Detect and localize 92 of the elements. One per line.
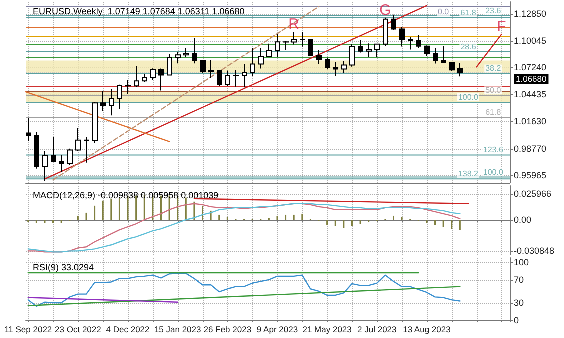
line-series — [28, 272, 461, 308]
annotation: 50.0 — [486, 86, 502, 96]
candlestick — [167, 54, 172, 76]
candlestick — [441, 46, 446, 64]
x-tick-label: 15 Jan 2023 — [154, 324, 202, 334]
candlestick — [67, 148, 73, 166]
candlestick — [366, 43, 372, 58]
candlestick — [283, 40, 289, 50]
candlestick — [457, 62, 463, 78]
candlestick — [59, 154, 64, 173]
y-tick-label: 0.98770 — [514, 144, 547, 154]
y-tick-label: 0.025966 — [514, 188, 552, 199]
candlestick — [183, 48, 189, 58]
x-tick-label: 26 Feb 2023 — [204, 324, 252, 334]
candlestick — [26, 118, 31, 142]
candlestick — [175, 52, 181, 64]
candlestick — [225, 70, 230, 86]
text: EURUSD,Weekly 1.07149 1.07684 1.06311 1.06680 — [33, 6, 245, 16]
candlestick — [233, 70, 239, 88]
annotation: 0.0 — [438, 7, 450, 16]
candlestick — [325, 57, 330, 70]
candlestick — [217, 70, 222, 86]
annotation: 123.6 — [483, 146, 504, 155]
candlestick — [416, 34, 421, 49]
candlestick — [34, 132, 39, 170]
candlestick — [316, 50, 322, 65]
annotation: 38.2 — [486, 64, 502, 74]
candlestick — [399, 26, 405, 48]
annotation: 23.6 — [486, 6, 502, 16]
candlestick — [117, 84, 122, 110]
candlestick — [308, 38, 313, 56]
candlestick — [333, 62, 338, 77]
candlestick — [125, 80, 131, 96]
candlestick — [391, 14, 396, 31]
candlestick — [192, 38, 197, 64]
y-tick-label: 0 — [514, 315, 520, 326]
candlestick — [92, 102, 98, 144]
candlestick — [383, 17, 388, 47]
candlestick — [42, 150, 48, 182]
x-tick-label: 9 Apr 2023 — [256, 324, 298, 334]
text: RSI(9) 33.0294 — [33, 262, 94, 272]
candlestick — [358, 40, 363, 54]
annotation: 100.0 — [483, 168, 504, 177]
candlestick — [109, 88, 114, 116]
x-tick-label: 11 Sep 2022 — [4, 324, 52, 334]
annotation: 61.8 — [486, 108, 502, 118]
candlestick — [266, 43, 272, 58]
y-tick-label: 1.04435 — [514, 90, 547, 100]
candlestick — [100, 90, 106, 112]
candlestick — [341, 60, 347, 74]
annotation: 28.6 — [460, 42, 477, 52]
y-tick-label: 1.01630 — [514, 116, 547, 126]
x-tick-label: 13 Aug 2023 — [403, 324, 452, 334]
y-tick-label: 1.10045 — [514, 36, 547, 46]
y-tick-label: 30 — [514, 298, 524, 308]
x-tick-label: 4 Dec 2022 — [106, 324, 150, 334]
candlestick — [433, 47, 438, 64]
y-tick-label: 0.95965 — [514, 170, 547, 181]
candlestick — [75, 128, 81, 152]
candlestick — [424, 45, 430, 57]
candlestick — [142, 74, 147, 83]
candlestick — [291, 32, 297, 46]
candlestick — [349, 44, 355, 68]
candlestick — [300, 32, 305, 48]
candlestick — [242, 64, 247, 88]
y-tick-label: 100 — [514, 258, 530, 268]
candlestick — [150, 68, 156, 82]
y-tick-label: 70 — [514, 274, 524, 285]
candlestick — [374, 44, 380, 58]
annotation: 61.8 — [460, 8, 477, 18]
candlestick — [275, 34, 280, 58]
annotation: 138.2 — [458, 170, 480, 179]
candlestick — [408, 36, 413, 50]
y-tick-label: 0.00 — [514, 214, 532, 225]
y-tick-label: 1.07240 — [514, 62, 547, 73]
y-tick-label: 1.12850 — [514, 8, 547, 19]
candlestick — [51, 136, 56, 163]
ref-line-label: 1.06680 — [516, 74, 547, 84]
candlestick — [258, 48, 264, 70]
annotation: 100.0 — [458, 93, 480, 102]
candlestick — [84, 136, 89, 164]
candlestick — [250, 47, 255, 77]
x-tick-label: 21 May 2023 — [302, 324, 352, 334]
candlestick — [134, 66, 139, 88]
x-tick-label: 23 Oct 2022 — [55, 324, 102, 334]
x-tick-label: 2 Jul 2023 — [358, 324, 398, 334]
candlestick — [208, 60, 214, 79]
candlestick — [200, 59, 206, 74]
candlestick — [449, 62, 455, 72]
y-tick-label: -0.030848 — [514, 246, 555, 256]
chart-title: MACD(12,26,9) -0.009838 0.005958 0.001039 — [33, 190, 219, 200]
candlestick — [158, 68, 164, 92]
